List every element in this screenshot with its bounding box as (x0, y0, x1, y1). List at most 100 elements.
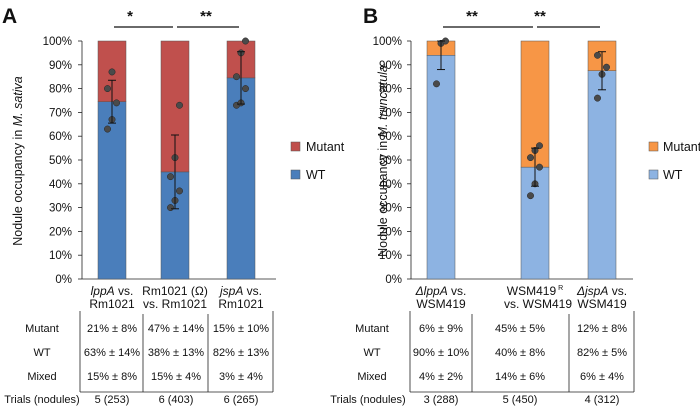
x-category-label: Rm1021 (89, 297, 135, 311)
y-tick-label: 60% (49, 131, 72, 143)
x-category-label: jspA vs. (218, 284, 262, 298)
legend-label-wt-b: WT (663, 168, 683, 182)
data-point (176, 187, 183, 195)
bar-segment-mutant (520, 40, 550, 168)
data-point (176, 101, 183, 109)
table-cell: 47% ± 14% (148, 323, 204, 335)
table-cell: 5 (253) (95, 394, 130, 406)
y-tick-label: 100% (43, 36, 72, 48)
y-tick-label: 50% (49, 155, 72, 167)
data-point (594, 94, 601, 102)
bar-segment-wt (226, 77, 256, 280)
y-tick-label: 0% (55, 274, 72, 286)
bar-segment-wt (426, 55, 456, 280)
table-cell: 63% ± 14% (84, 347, 140, 359)
x-category-label: lppA vs. (91, 284, 134, 298)
significance-a-2: ** (200, 8, 212, 25)
table-cell: 40% ± 8% (495, 347, 545, 359)
y-tick-label: 10% (49, 250, 72, 262)
table-row-label: Mixed (27, 371, 56, 383)
y-tick-label: 10% (379, 250, 402, 262)
data-point (433, 80, 440, 88)
table-cell: 6 (265) (224, 394, 259, 406)
table-cell: 12% ± 8% (577, 323, 627, 335)
table-row-label: WT (363, 347, 380, 359)
y-tick-label: 20% (379, 226, 402, 238)
x-category-label: Rm1021 (218, 297, 264, 311)
significance-b-2: ** (534, 8, 546, 25)
data-point (167, 173, 174, 181)
x-category-label: WSM419 (577, 297, 627, 311)
y-tick-label: 80% (379, 84, 402, 96)
table-cell: 6 (403) (159, 394, 194, 406)
table-row-label: Mixed (357, 371, 386, 383)
data-point (242, 85, 249, 93)
y-tick-label: 70% (49, 107, 72, 119)
legend-label-mutant-b: Mutant (663, 140, 700, 154)
table-cell: 6% ± 4% (580, 371, 624, 383)
table-row-label: Mutant (25, 323, 59, 335)
significance-b-1: ** (466, 8, 478, 25)
bar-segment-wt (587, 70, 617, 280)
data-point (104, 125, 111, 133)
y-tick-label: 90% (49, 60, 72, 72)
table-row-label: Trials (nodules) (4, 394, 79, 406)
x-category-label: ΔlppA vs. (415, 284, 467, 298)
legend-a: Mutant WT (290, 140, 345, 182)
x-category-label: ΔjspA vs. (576, 284, 627, 298)
legend-swatch-mutant-b (648, 141, 659, 152)
x-category-labels-a: lppA vs. Rm1021 Rm1021 (Ω) vs. Rm1021 js… (89, 284, 264, 311)
table-cell: 14% ± 6% (495, 371, 545, 383)
table-cell: 21% ± 8% (87, 323, 137, 335)
table-row-label: WT (33, 347, 50, 359)
legend-swatch-mutant-a (290, 141, 301, 152)
y-axis-label-b: Nodule occupancy in M. truncatula (376, 65, 390, 257)
y-tick-label: 70% (379, 107, 402, 119)
x-category-labels-b: ΔlppA vs. WSM419 WSM419 R vs. WSM419 Δjsp… (415, 284, 627, 311)
legend-swatch-wt-b (648, 169, 659, 180)
table-cell: 15% ± 4% (151, 371, 201, 383)
panel-letter-b: B (363, 5, 378, 28)
y-tick-label: 0% (385, 274, 402, 286)
data-point (242, 37, 249, 45)
data-point (527, 154, 534, 162)
x-category-label: WSM419 (416, 297, 466, 311)
y-tick-label: 90% (379, 60, 402, 72)
table-cell: 38% ± 13% (148, 347, 204, 359)
y-tick-label: 30% (49, 203, 72, 215)
chart-b: 0% 10% 20% 30% 40% 50% 60% 70% 80% 90% 100% (373, 26, 633, 286)
y-tick-label: 20% (49, 226, 72, 238)
table-cell: 4 (312) (585, 394, 620, 406)
significance-a-1: * (127, 8, 133, 25)
y-tick-label: 80% (49, 84, 72, 96)
data-point (167, 204, 174, 212)
table-cell: 3 (288) (424, 394, 459, 406)
table-cell: 5 (450) (503, 394, 538, 406)
data-point (527, 192, 534, 200)
table-cell: 15% ± 10% (213, 323, 269, 335)
table-cell: 82% ± 5% (577, 347, 627, 359)
x-category-label: WSM419 R (507, 284, 563, 298)
y-tick-label: 60% (379, 131, 402, 143)
data-point (108, 68, 116, 76)
legend-label-mutant-a: Mutant (306, 140, 345, 154)
panel-letter-a: A (2, 5, 17, 28)
table-b: Mutant WT Mixed Trials (nodules) 6% ± 9%… (330, 311, 635, 406)
table-cell: 90% ± 10% (413, 347, 469, 359)
x-category-label: vs. Rm1021 (143, 297, 207, 311)
data-point (536, 163, 543, 171)
data-point (603, 63, 610, 71)
table-cell: 4% ± 2% (419, 371, 463, 383)
table-cell: 3% ± 4% (219, 371, 263, 383)
bar-segment-wt (97, 101, 127, 280)
table-row-label: Trials (nodules) (330, 394, 405, 406)
y-tick-label: 100% (373, 36, 402, 48)
y-axis-label-a: Nodule occupancy in M. sativa (11, 76, 25, 246)
legend-label-wt-a: WT (306, 168, 326, 182)
y-tick-label: 40% (49, 179, 72, 191)
data-point (233, 73, 240, 81)
table-cell: 6% ± 9% (419, 323, 463, 335)
data-point (594, 51, 601, 59)
y-tick-label: 40% (379, 179, 402, 191)
